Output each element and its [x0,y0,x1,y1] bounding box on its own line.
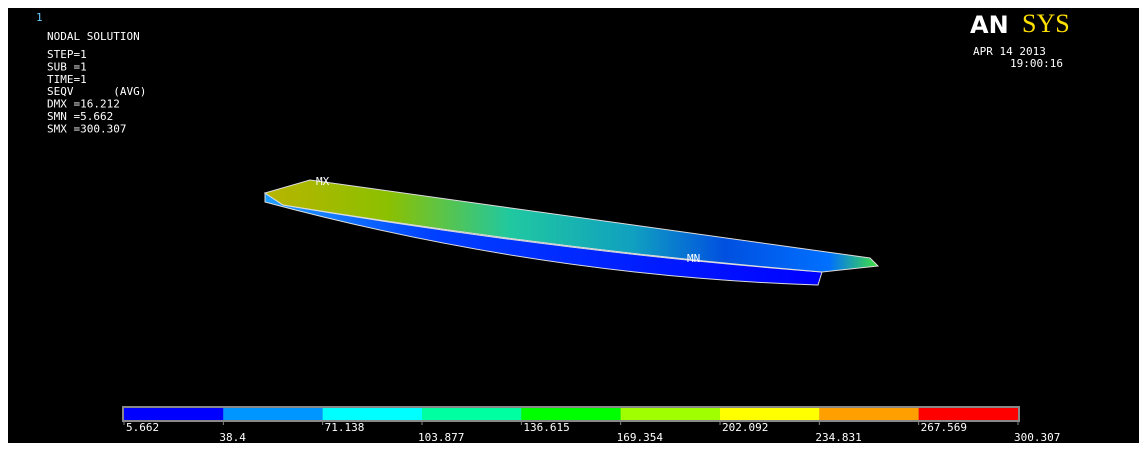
page: {"header": {"window": "1", "title": "NOD… [0,0,1147,450]
legend-label: 71.138 [325,421,365,434]
plot-title: NODAL SOLUTION [47,30,140,43]
legend-label: 169.354 [617,431,664,444]
legend-label: 103.877 [418,431,464,444]
legend-swatch [422,408,521,420]
info-line: SUB =1 [47,60,87,73]
legend-swatch [124,408,223,420]
logo-right: SYS [1022,9,1070,38]
info-line: SMN =5.662 [47,110,113,123]
legend-label: 38.4 [219,431,246,444]
time: 19:00:16 [1010,57,1063,70]
legend-label: 202.092 [722,421,768,434]
legend-swatch [819,408,918,420]
legend-swatch [521,408,620,420]
max-label: MX [316,175,330,188]
legend-swatch [621,408,720,420]
legend-label: 5.662 [126,421,159,434]
info-line: SMX =300.307 [47,122,126,135]
min-label: MN [687,252,700,265]
info-line: SEQV (AVG) [47,85,146,98]
legend-swatch [223,408,322,420]
legend-label: 300.307 [1014,431,1060,444]
legend-label: 234.831 [815,431,861,444]
window-number: 1 [36,11,43,24]
info-line: TIME=1 [47,73,87,86]
legend-swatch [720,408,819,420]
legend-label: 267.569 [921,421,967,434]
info-line: STEP=1 [47,48,87,61]
logo-left: AN [970,11,1009,39]
viewport: MX MN 1 NODAL SOLUTION STEP=1SUB =1TIME=… [0,0,1147,450]
legend-swatch [323,408,422,420]
info-line: DMX =16.212 [47,98,120,111]
legend-swatch [919,408,1018,420]
legend-label: 136.615 [523,421,569,434]
